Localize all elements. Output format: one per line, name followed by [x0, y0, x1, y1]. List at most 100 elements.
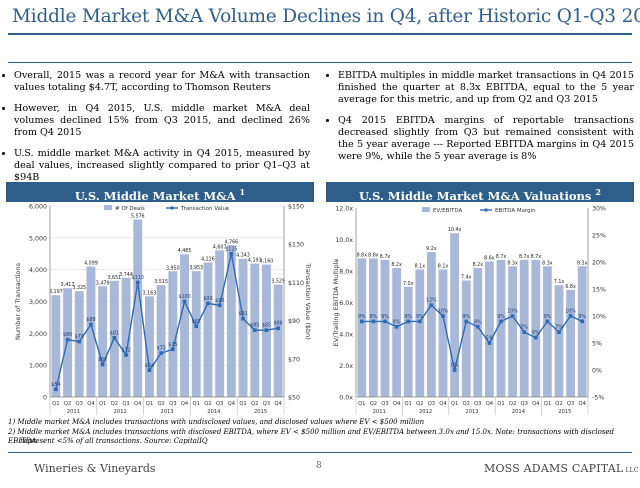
y-right-tick-label: $50: [288, 395, 300, 402]
line-point: [159, 351, 163, 355]
right-bullet: Q4 2015 EBITDA margins of reportable tra…: [338, 115, 634, 163]
line-data-label: 0%: [451, 363, 459, 369]
y-left-tick-label: 6.0x: [339, 300, 353, 307]
line-data-label: $85: [250, 323, 259, 329]
x-tick-label: Q4: [532, 401, 540, 407]
x-tick-label: Q1: [239, 401, 246, 407]
line-data-label: 8%: [393, 319, 401, 325]
x-tick-label: Q4: [87, 401, 95, 407]
line-point: [77, 339, 82, 344]
y-left-tick-label: 1,000: [29, 363, 47, 370]
bar: [74, 291, 84, 397]
bar: [403, 286, 413, 397]
x-tick-label: Q3: [428, 401, 435, 407]
line-data-label: $85: [262, 323, 271, 329]
line-data-label: $81: [110, 330, 119, 336]
y-right-tick-label: 30%: [592, 206, 606, 213]
y-right-tick-label: 5%: [592, 341, 602, 348]
bar-data-label: 8.3x: [577, 260, 588, 266]
x-tick-label: Q1: [99, 401, 106, 407]
mm-ma-volume-chart: 0 1,000 2,000 3,000 4,000 5,000 6,000 $50 $70 $90…: [14, 204, 312, 415]
bar: [180, 254, 189, 397]
page-number: 8: [316, 461, 322, 471]
bar-data-label: 3,163: [143, 290, 157, 296]
bar-data-label: 7.1x: [554, 279, 565, 285]
line-point: [264, 328, 269, 332]
bar: [392, 267, 402, 397]
y-right-tick-label: $70: [288, 356, 300, 363]
legend-label: EV/EBITDA: [433, 208, 462, 214]
line-point: [124, 353, 128, 357]
x-tick-label: Q4: [486, 401, 494, 407]
line-point: [476, 325, 480, 329]
x-tick-label: Q1: [193, 401, 200, 407]
line-data-label: $80: [63, 332, 72, 338]
x-tick-label: Q3: [381, 401, 388, 407]
line-point: [545, 319, 550, 324]
bar: [508, 266, 518, 397]
bar: [531, 259, 541, 397]
bar-data-label: 8.1x: [438, 263, 449, 269]
page-title: Middle Market M&A Volume Declines in Q4,…: [12, 6, 640, 27]
bar-data-label: 8.3x: [542, 260, 553, 266]
line-data-label: 9%: [544, 314, 552, 320]
bar: [473, 267, 483, 397]
line-data-label: 9%: [578, 314, 586, 320]
line-data-label: $100: [178, 294, 190, 300]
x-tick-label: Q1: [405, 401, 412, 407]
y-left-tick-label: 0.0x: [339, 395, 353, 402]
line-point: [241, 316, 245, 321]
bar-data-label: 6.8x: [565, 284, 576, 290]
bar-data-label: 4,099: [84, 261, 98, 267]
y-left-tick-label: 12.0x: [335, 206, 353, 213]
right-panel-sup: 2: [595, 187, 601, 197]
line-point: [383, 319, 387, 324]
year-label: 2011: [373, 409, 386, 415]
left-panel-title: U.S. Middle Market M&A: [74, 188, 236, 203]
year-label: 2015: [558, 409, 571, 415]
bar: [273, 284, 283, 397]
year-label: 2014: [512, 409, 526, 415]
bar: [496, 259, 506, 397]
line-point: [217, 303, 222, 308]
bar: [121, 277, 131, 397]
line-point: [206, 301, 210, 306]
y-right-tick-label: $110: [288, 280, 304, 287]
bar-data-label: 5,576: [131, 213, 145, 219]
x-tick-label: Q4: [393, 401, 401, 407]
bar-data-label: 8.7x: [496, 254, 507, 260]
line-data-label: 10%: [507, 309, 518, 315]
line-point: [194, 324, 199, 329]
line-point: [487, 341, 492, 345]
series-line: [55, 253, 279, 390]
bar-data-label: 4,226: [201, 256, 215, 262]
bar: [380, 259, 390, 397]
bar: [156, 285, 166, 397]
x-tick-label: Q3: [263, 401, 270, 407]
line-point: [89, 322, 93, 327]
line-data-label: $73: [157, 346, 166, 352]
x-tick-label: Q2: [370, 401, 377, 407]
y-right-tick-label: 25%: [592, 233, 606, 240]
line-point: [229, 251, 234, 256]
y-right-tick-label: 0%: [592, 368, 602, 375]
footer-rule: [8, 452, 632, 453]
bar: [554, 285, 564, 397]
x-tick-label: Q2: [555, 401, 562, 407]
line-point: [100, 362, 105, 367]
bar-data-label: 8.7x: [531, 254, 542, 260]
line-point: [406, 319, 410, 324]
y-left-tick-label: 4,000: [29, 267, 47, 274]
year-label: 2011: [67, 409, 80, 415]
bar: [426, 252, 436, 397]
line-data-label: $88: [86, 317, 95, 323]
year-label: 2012: [114, 409, 127, 415]
bar-data-label: 3,529: [271, 279, 285, 285]
bar: [519, 259, 529, 397]
bar-data-label: 7.0x: [403, 281, 414, 287]
line-data-label: $110: [132, 275, 144, 281]
line-data-label: 9%: [370, 314, 378, 320]
x-tick-label: Q3: [216, 401, 223, 407]
line-data-label: 10%: [565, 309, 576, 315]
line-data-label: 5%: [486, 336, 494, 342]
